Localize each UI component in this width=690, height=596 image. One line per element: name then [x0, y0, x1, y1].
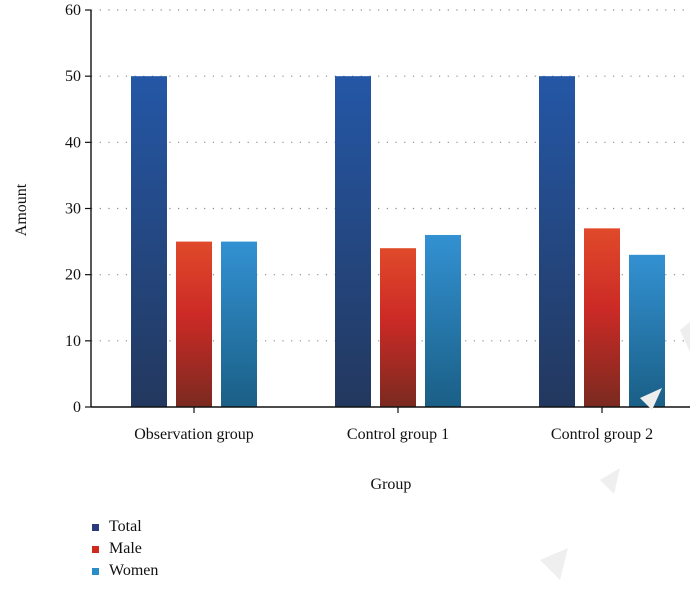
bar-male-control-group-1	[380, 248, 416, 407]
legend: Total Male Women	[92, 516, 158, 582]
y-tick-label-40: 40	[65, 134, 81, 151]
bar-total-observation-group	[131, 76, 167, 408]
bar-total-control-group-2	[539, 76, 575, 408]
legend-label-total: Total	[109, 518, 142, 535]
bar-women-observation-group	[221, 241, 257, 407]
y-tick-label-10: 10	[65, 333, 81, 350]
bar-women-control-group-1	[425, 234, 461, 407]
legend-swatch-women	[92, 567, 99, 575]
legend-item-male: Male	[92, 538, 158, 560]
legend-item-women: Women	[92, 560, 158, 582]
y-tick-label-30: 30	[65, 201, 81, 218]
y-tick-label-60: 60	[65, 2, 81, 19]
bar-male-control-group-2	[584, 228, 620, 407]
x-tick-label-0: Observation group	[134, 426, 254, 443]
bar-total-control-group-1	[335, 76, 371, 408]
legend-item-total: Total	[92, 516, 158, 538]
x-tick-label-2: Control group 2	[551, 426, 653, 443]
bar-women-control-group-2	[629, 254, 665, 407]
x-tick-label-1: Control group 1	[347, 426, 449, 443]
y-tick-label-0: 0	[73, 399, 81, 416]
y-tick-label-20: 20	[65, 267, 81, 284]
x-axis-title: Group	[371, 476, 412, 493]
legend-swatch-male	[92, 545, 99, 553]
legend-label-women: Women	[109, 562, 159, 579]
y-axis-title: Amount	[13, 183, 30, 236]
y-tick-label-50: 50	[65, 68, 81, 85]
bar-male-observation-group	[176, 241, 212, 407]
legend-swatch-total	[92, 523, 99, 531]
legend-label-male: Male	[109, 540, 142, 557]
